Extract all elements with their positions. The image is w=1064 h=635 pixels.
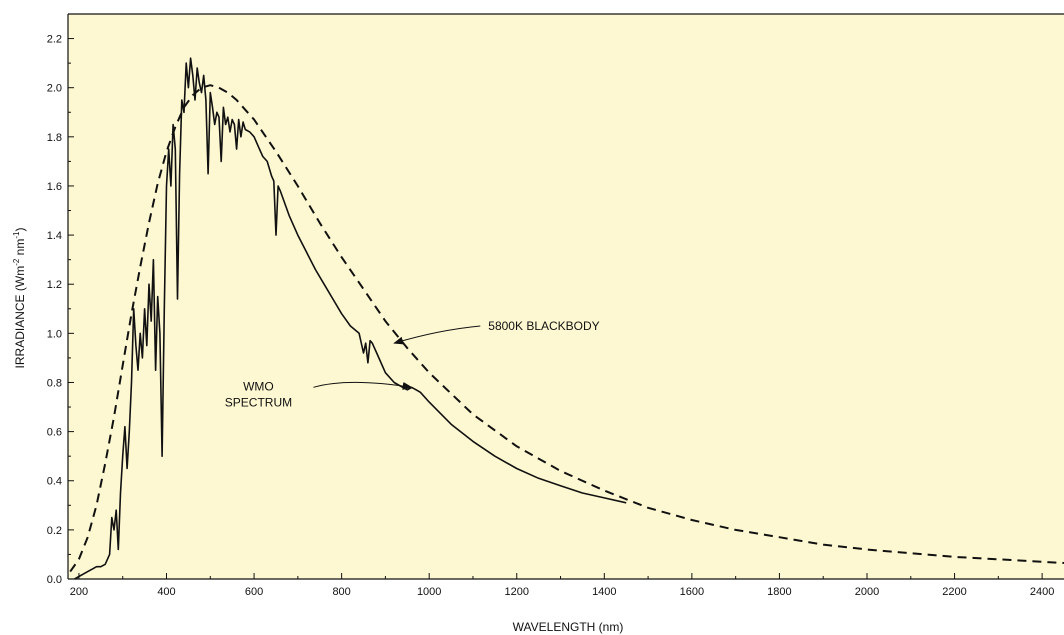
y-tick-label: 0.4 <box>47 476 62 488</box>
annotation-arrow-blackbody <box>393 325 481 345</box>
y-tick-label: 0.0 <box>47 574 62 586</box>
annotation-wmo-line2: SPECTRUM <box>225 395 292 409</box>
x-tick-label: 2400 <box>1030 586 1054 598</box>
y-axis-title: IRRADIANCE (Wm-2 nm-1) <box>12 228 27 369</box>
annotation-arrow-wmo <box>313 381 413 390</box>
x-tick-label: 2000 <box>855 586 879 598</box>
y-tick-label: 1.4 <box>47 230 62 242</box>
x-tick-label: 1000 <box>417 586 441 598</box>
x-axis-title: WAVELENGTH (nm) <box>513 620 624 634</box>
y-tick-label: 2.0 <box>47 83 62 95</box>
y-tick-label: 0.6 <box>47 427 62 439</box>
y-axis-ticks: 0.0 0.2 0.4 0.6 0.8 1.0 1.2 1.4 1.6 1.8 2.0 2.2 <box>47 34 74 586</box>
y-tick-label: 1.6 <box>47 181 62 193</box>
y-tick-label: 1.2 <box>47 279 62 291</box>
x-tick-label: 400 <box>157 586 175 598</box>
plot-area <box>68 14 1064 579</box>
series-line-blackbody <box>69 84 1064 573</box>
x-tick-label: 1200 <box>505 586 529 598</box>
x-tick-label: 1800 <box>767 586 791 598</box>
x-axis-ticks: 200 400 600 800 1000 1200 1400 1600 1800 2000 2200… <box>70 573 1054 598</box>
x-tick-label: 800 <box>332 586 350 598</box>
x-tick-label: 200 <box>70 586 88 598</box>
y-tick-label: 0.8 <box>47 377 62 389</box>
annotation-blackbody: 5800K BLACKBODY <box>488 319 599 333</box>
y-tick-label: 1.8 <box>47 132 62 144</box>
x-tick-label: 1400 <box>592 586 616 598</box>
x-tick-label: 600 <box>245 586 263 598</box>
curves <box>69 57 1064 580</box>
annotation-wmo-line1: WMO <box>243 379 274 393</box>
plot-background <box>68 14 1064 579</box>
y-tick-label: 0.2 <box>47 525 62 537</box>
x-tick-label: 1600 <box>680 586 704 598</box>
series-line-wmo-spectrum <box>74 57 627 580</box>
axes <box>67 13 1064 580</box>
y-tick-label: 1.0 <box>47 328 62 340</box>
x-tick-label: 2200 <box>942 586 966 598</box>
annotations: 5800K BLACKBODY WMO SPECTRUM <box>225 319 600 409</box>
y-tick-label: 2.2 <box>47 34 62 46</box>
